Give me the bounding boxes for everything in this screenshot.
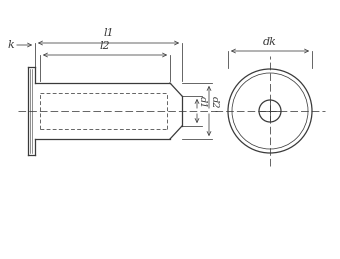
Text: l1: l1 — [103, 28, 114, 38]
Text: d2: d2 — [210, 96, 219, 108]
Text: l2: l2 — [100, 41, 110, 51]
Text: d1: d1 — [198, 96, 207, 108]
Text: k: k — [8, 40, 15, 50]
Text: dk: dk — [263, 37, 277, 47]
